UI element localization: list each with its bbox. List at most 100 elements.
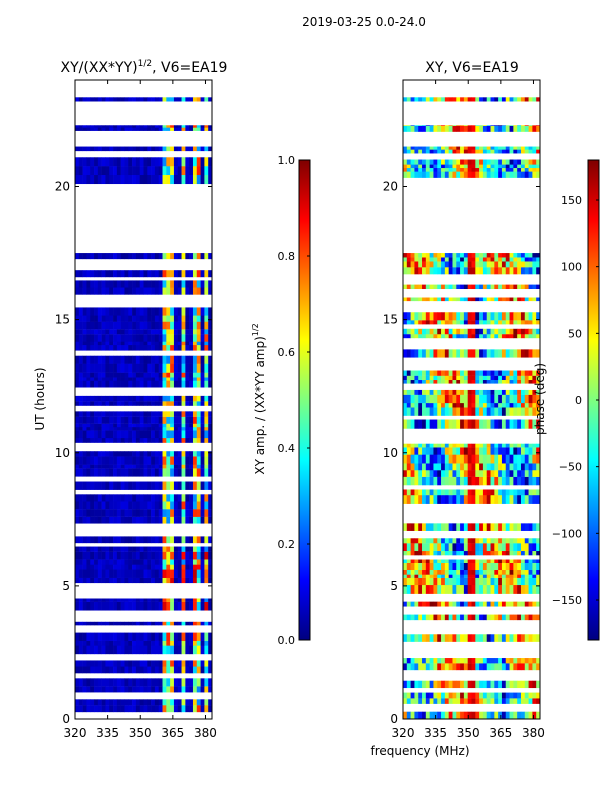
heatmap-cell (479, 550, 484, 556)
heatmap-cell (82, 411, 87, 417)
heatmap-cell (116, 423, 121, 428)
heatmap-cell (105, 321, 110, 330)
heatmap-cell (520, 164, 526, 169)
heatmap-cell (185, 146, 190, 152)
heatmap-cell (120, 372, 125, 378)
heatmap-cell (437, 584, 442, 594)
heatmap-cell (448, 97, 453, 102)
heatmap-cell (482, 297, 488, 302)
heatmap-cell (532, 284, 537, 290)
heatmap-cell (517, 463, 522, 471)
heatmap-cell (479, 407, 484, 416)
heatmap-cell (94, 536, 99, 544)
heatmap-cell (170, 678, 175, 687)
heatmap-cell (135, 416, 140, 424)
heatmap-cell (181, 632, 186, 641)
heatmap-cell (90, 253, 95, 260)
heatmap-cell (189, 660, 194, 667)
heatmap-cell (139, 559, 144, 565)
heatmap-cell (97, 426, 102, 431)
heatmap-cell (486, 125, 491, 132)
heatmap-cell (486, 663, 491, 671)
heatmap-cell (82, 536, 87, 544)
heatmap-cell (414, 167, 419, 172)
heatmap-cell (425, 538, 430, 544)
heatmap-cell (444, 574, 449, 578)
colorbar-tick-label: 150 (561, 194, 582, 207)
heatmap-cell (101, 516, 106, 524)
heatmap-cell (158, 166, 163, 176)
heatmap-cell (189, 699, 194, 706)
heatmap-cell (482, 559, 488, 563)
heatmap-cell (189, 395, 194, 402)
heatmap-cell (189, 569, 194, 578)
heatmap-cell (101, 468, 106, 477)
heatmap-cell (75, 501, 80, 510)
heatmap-cell (524, 489, 529, 496)
heatmap-cell (200, 430, 205, 439)
heatmap-cell (501, 698, 507, 704)
heatmap-cell (113, 430, 118, 439)
heatmap-cell (135, 329, 140, 335)
heatmap-cell (75, 621, 80, 626)
heatmap-cell (437, 257, 442, 262)
heatmap-cell (208, 569, 213, 578)
heatmap-cell (418, 601, 423, 607)
heatmap-cell (208, 372, 213, 378)
heatmap-cell (528, 658, 533, 664)
heatmap-cell (471, 447, 476, 455)
heatmap-cell (452, 698, 457, 704)
heatmap-cell (196, 551, 201, 560)
heatmap-cell (109, 437, 114, 443)
heatmap-cell (494, 370, 499, 376)
heatmap-cell (479, 334, 484, 339)
heatmap-cell (471, 614, 476, 621)
heatmap-cell (452, 284, 457, 290)
heatmap-cell (479, 523, 484, 531)
heatmap-cell (520, 495, 526, 504)
heatmap-cell (482, 562, 488, 571)
heatmap-cell (524, 297, 529, 302)
heatmap-cell (520, 167, 526, 172)
heatmap-cell (162, 355, 167, 364)
heatmap-cell (520, 489, 526, 496)
heatmap-cell (135, 401, 140, 406)
heatmap-cell (479, 402, 484, 408)
heatmap-cell (501, 470, 507, 477)
heatmap-cell (463, 523, 468, 531)
heatmap-cell (513, 402, 518, 408)
heatmap-cell (116, 315, 121, 322)
heatmap-cell (170, 329, 175, 335)
heatmap-cell (418, 614, 423, 621)
heatmap-cell (101, 598, 106, 602)
heatmap-cell (501, 97, 507, 102)
heatmap-cell (509, 489, 514, 496)
heatmap-cell (113, 97, 118, 102)
heatmap-cell (97, 501, 102, 510)
heatmap-cell (162, 468, 167, 477)
heatmap-cell (467, 320, 472, 325)
colorbar-tick-label: 100 (561, 261, 582, 274)
heatmap-cell (128, 395, 133, 402)
heatmap-cell (410, 470, 415, 477)
heatmap-cell (501, 495, 507, 504)
heatmap-cell (151, 666, 156, 674)
heatmap-cell (520, 559, 526, 563)
heatmap-cell (433, 159, 438, 165)
heatmap-cell (433, 402, 438, 408)
heatmap-cell (490, 538, 495, 544)
heatmap-cell (105, 329, 110, 335)
heatmap-cell (444, 634, 449, 642)
heatmap-cell (192, 416, 198, 424)
heatmap-cell (441, 159, 446, 165)
heatmap-cell (463, 253, 468, 258)
heatmap-cell (536, 159, 541, 165)
heatmap-cell (90, 509, 95, 517)
heatmap-cell (154, 509, 160, 517)
heatmap-cell (154, 329, 160, 335)
heatmap-cell (170, 127, 175, 131)
heatmap-cell (86, 632, 91, 641)
heatmap-cell (162, 660, 167, 667)
heatmap-cell (460, 574, 465, 578)
heatmap-cell (105, 426, 110, 431)
